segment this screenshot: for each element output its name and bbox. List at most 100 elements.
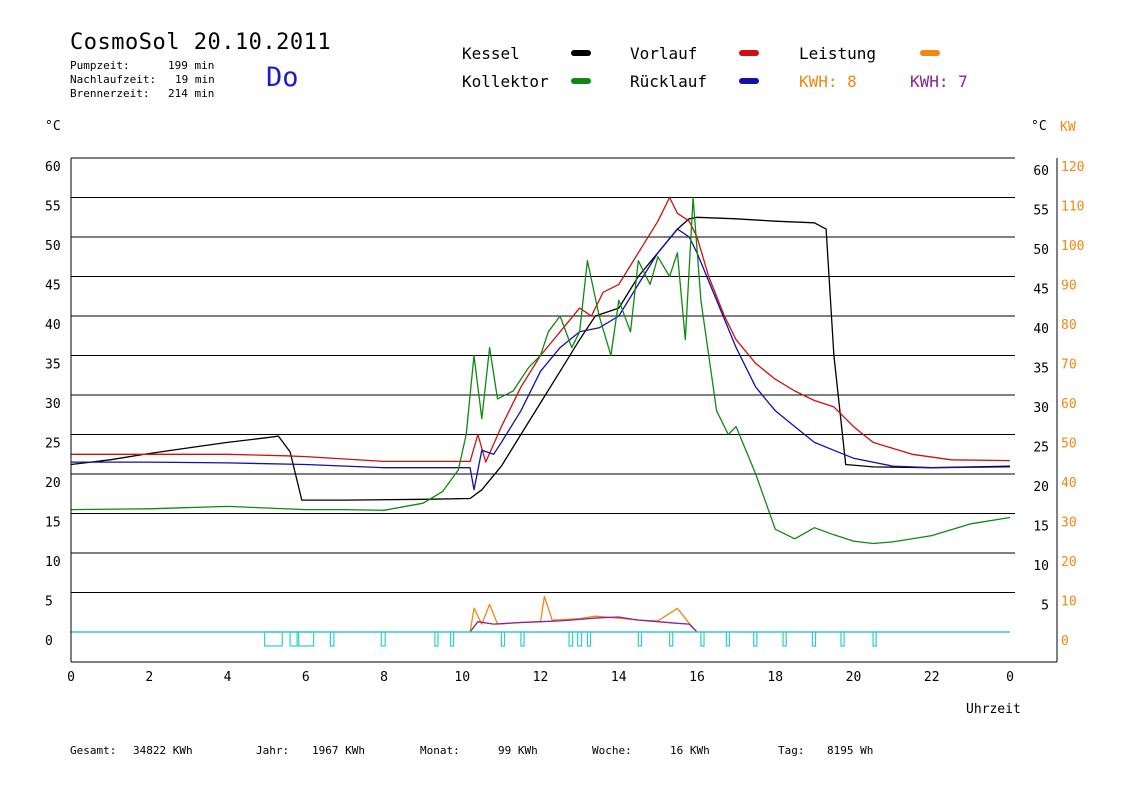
tick-labels: 0510152025303540455055605101520253035404… xyxy=(45,160,1084,685)
pump-pulse xyxy=(637,631,643,647)
y-tick-label: 35 xyxy=(45,358,61,373)
y2-tick-label: 100 xyxy=(1061,239,1084,254)
pump-pulse xyxy=(500,631,506,647)
pump-pulse xyxy=(329,631,335,647)
grid-lines xyxy=(71,157,1015,593)
y2-tick-label: 50 xyxy=(1061,437,1077,452)
x-tick-label: 10 xyxy=(454,670,470,685)
weekday-label: Do xyxy=(266,62,299,93)
pump-pulse xyxy=(872,631,877,647)
x-tick-label: 22 xyxy=(924,670,940,685)
footer-jahr-label: Jahr: xyxy=(256,744,290,757)
pump-pulse xyxy=(289,631,298,647)
y-tick-label: 0 xyxy=(45,634,53,649)
y2-tick-label: 30 xyxy=(1061,516,1077,531)
y2-tick-label: 90 xyxy=(1061,279,1077,294)
series-layer xyxy=(70,196,1011,633)
y-right-tick-label: 55 xyxy=(1033,204,1049,219)
pump-pulse xyxy=(586,631,592,647)
stat-label-nachlaufzeit: Nachlaufzeit: xyxy=(70,73,157,86)
chart-title: CosmoSol 20.10.2011 xyxy=(70,30,332,55)
footer-tag-value: 8195 Wh xyxy=(827,744,874,757)
pump-pulse xyxy=(725,631,731,647)
footer-woche-label: Woche: xyxy=(592,744,632,757)
y-right-tick-label: 50 xyxy=(1033,243,1049,258)
stat-label-pumpzeit: Pumpzeit: xyxy=(70,59,130,72)
legend-vorlauf-label: Vorlauf xyxy=(630,44,698,63)
x-tick-label: 4 xyxy=(224,670,232,685)
legend-kessel-label: Kessel xyxy=(462,44,520,63)
y-tick-label: 20 xyxy=(45,476,61,491)
pump-pulse xyxy=(577,631,583,647)
series-line-leistung xyxy=(469,595,698,633)
pump-pulse xyxy=(669,631,674,647)
pump-pulse xyxy=(782,631,787,647)
legend-leistung-swatch xyxy=(920,50,940,56)
y2-tick-label: 0 xyxy=(1061,634,1069,649)
y-axis-unit-right: °C xyxy=(1031,119,1047,134)
pump-pulse xyxy=(811,631,817,647)
y2-tick-label: 80 xyxy=(1061,318,1077,333)
pump-pulse xyxy=(568,631,574,647)
legend-kwh-b: KWH: 7 xyxy=(910,72,968,91)
y2-tick-label: 40 xyxy=(1061,476,1077,491)
pump-pulses xyxy=(71,631,1010,647)
y-right-tick-label: 30 xyxy=(1033,401,1049,416)
stat-value-brennerzeit: 214 min xyxy=(168,87,215,100)
footer-gesamt-value: 34822 KWh xyxy=(133,744,193,757)
y-tick-label: 45 xyxy=(45,279,61,294)
y-right-tick-label: 35 xyxy=(1033,362,1049,377)
y-axis-unit-left: °C xyxy=(45,119,61,134)
legend-vorlauf-swatch xyxy=(739,50,759,56)
legend-kollektor-swatch xyxy=(571,78,591,84)
pump-pulse xyxy=(434,631,439,647)
x-axis-label: Uhrzeit xyxy=(966,702,1021,717)
series-line-ruecklauf xyxy=(71,228,1011,491)
series-line-kessel xyxy=(70,216,1011,501)
x-tick-label: 2 xyxy=(145,670,153,685)
y-tick-label: 15 xyxy=(45,516,61,531)
y2-tick-label: 10 xyxy=(1061,595,1077,610)
y-right-tick-label: 40 xyxy=(1033,322,1049,337)
y-tick-label: 5 xyxy=(45,595,53,610)
pump-pulse xyxy=(520,631,525,647)
legend-kwh-a: KWH: 8 xyxy=(799,72,857,91)
y-right-tick-label: 5 xyxy=(1041,599,1049,614)
y-right-tick-label: 25 xyxy=(1033,441,1049,456)
y2-tick-label: 120 xyxy=(1061,160,1084,175)
y-right-tick-label: 10 xyxy=(1033,559,1049,574)
y-tick-label: 60 xyxy=(45,160,61,175)
legend-ruecklauf-swatch xyxy=(739,78,759,84)
footer-tag-label: Tag: xyxy=(778,744,805,757)
x-tick-label: 0 xyxy=(67,670,75,685)
y-tick-label: 55 xyxy=(45,200,61,215)
x-tick-label: 8 xyxy=(380,670,388,685)
footer-monat-label: Monat: xyxy=(420,744,460,757)
y-tick-label: 40 xyxy=(45,318,61,333)
footer-woche-value: 16 KWh xyxy=(670,744,710,757)
stat-value-nachlaufzeit: 19 min xyxy=(175,73,215,86)
y2-axis-unit: KW xyxy=(1060,120,1076,135)
x-tick-label: 6 xyxy=(302,670,310,685)
x-tick-label: 14 xyxy=(611,670,627,685)
y-right-tick-label: 20 xyxy=(1033,480,1049,495)
y2-tick-label: 60 xyxy=(1061,397,1077,412)
y2-tick-label: 110 xyxy=(1061,200,1084,215)
stat-label-brennerzeit: Brennerzeit: xyxy=(70,87,150,100)
legend-kollektor-label: Kollektor xyxy=(462,72,549,91)
x-tick-label: 18 xyxy=(767,670,783,685)
pump-pulse xyxy=(380,631,386,647)
y-tick-label: 30 xyxy=(45,397,61,412)
pump-pulse xyxy=(840,631,845,647)
series-line-kollektor xyxy=(70,196,1011,545)
pump-pulse xyxy=(753,631,758,647)
pump-pulse xyxy=(700,631,705,647)
series-line-vorlauf xyxy=(71,196,1011,463)
legend-ruecklauf-label: Rücklauf xyxy=(630,72,708,91)
series-line-kwh_b xyxy=(469,616,698,633)
y-right-tick-label: 15 xyxy=(1033,520,1049,535)
footer-monat-value: 99 KWh xyxy=(498,744,538,757)
pump-pulse xyxy=(298,631,315,647)
y-right-tick-label: 45 xyxy=(1033,283,1049,298)
